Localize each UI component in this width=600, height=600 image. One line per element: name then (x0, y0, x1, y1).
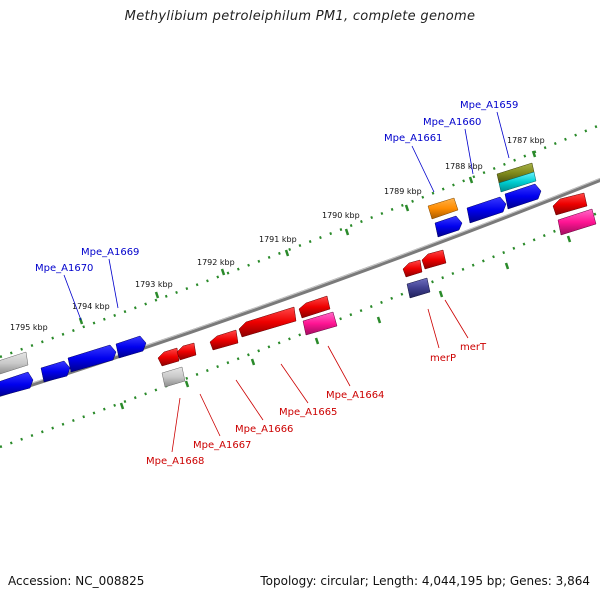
inner-ruler (0, 210, 600, 449)
gene-label-mpe-a1668[interactable]: Mpe_A1668 (146, 456, 204, 467)
ruler-label-1790: 1790 kbp (322, 211, 360, 220)
gene-arrow-mpe-a1659[interactable] (504, 183, 542, 210)
gene-label-mpe-a1669[interactable]: Mpe_A1669 (81, 247, 139, 258)
accession-text: Accession: NC_008825 (8, 574, 145, 588)
ruler-label-1791: 1791 kbp (259, 235, 297, 244)
gene-arrow-mpe-a1670[interactable] (67, 344, 117, 373)
gene-arrow-right-red[interactable] (552, 192, 588, 216)
gene-arrow-mpe-a1661-orange[interactable] (427, 197, 459, 220)
gene-arrow-mpe-a1664-red[interactable] (298, 295, 331, 319)
ruler-label-1793: 1793 kbp (135, 280, 173, 289)
gene-label-merp[interactable]: merP (430, 353, 456, 364)
gene-label-mpe-a1664[interactable]: Mpe_A1664 (326, 390, 384, 401)
gene-arrow-mpe-a1666[interactable] (209, 329, 239, 351)
ruler-labels: 1787 kbp 1788 kbp 1789 kbp 1790 kbp 1791… (10, 136, 545, 332)
gene-arrow-mpe-a1671[interactable] (40, 360, 71, 383)
gene-label-mert[interactable]: merT (460, 342, 487, 353)
forward-label-leaders (63, 111, 510, 321)
gene-arrow-mpe-a1660[interactable] (466, 196, 507, 224)
gene-arrow-mert[interactable] (421, 249, 447, 270)
gene-label-mpe-a1665[interactable]: Mpe_A1665 (279, 407, 337, 418)
gene-arrow-mpe-a1661[interactable] (434, 215, 463, 238)
gene-label-mpe-a1659[interactable]: Mpe_A1659 (460, 100, 518, 111)
gene-label-mpe-a1670[interactable]: Mpe_A1670 (35, 263, 93, 274)
ruler-label-1787: 1787 kbp (507, 136, 545, 145)
gene-arrow-mpe-a1668[interactable] (157, 347, 180, 367)
gene-arrow-merp[interactable] (402, 259, 423, 278)
reverse-gene-labels: Mpe_A1664 Mpe_A1665 Mpe_A1666 Mpe_A1667 … (146, 342, 487, 467)
gene-arrow-left-edge[interactable] (0, 371, 34, 397)
gene-label-mpe-a1667[interactable]: Mpe_A1667 (193, 440, 251, 451)
gene-label-mpe-a1660[interactable]: Mpe_A1660 (423, 117, 481, 128)
ruler-label-1794: 1794 kbp (72, 302, 110, 311)
gene-arrow-navy[interactable] (406, 277, 431, 299)
reverse-label-leaders (171, 299, 469, 453)
gene-label-mpe-a1666[interactable]: Mpe_A1666 (235, 424, 293, 435)
gene-arrow-mpe-a1659-cyan[interactable] (498, 171, 537, 193)
gene-arrow-mpe-a1669[interactable] (115, 335, 147, 359)
gene-arrow-mpe-a1668-gray[interactable] (161, 366, 186, 388)
map-title: Methylibium petroleiphilum PM1, complete… (124, 9, 476, 24)
gene-arrow-mpe-a1664[interactable] (302, 311, 338, 336)
forward-gene-labels: Mpe_A1659 Mpe_A1660 Mpe_A1661 Mpe_A1669 … (35, 100, 518, 274)
ruler-label-1788: 1788 kbp (445, 162, 483, 171)
reverse-genes[interactable] (157, 192, 597, 388)
genome-summary-text: Topology: circular; Length: 4,044,195 bp… (260, 574, 590, 588)
ruler-label-1792: 1792 kbp (197, 258, 235, 267)
gene-arrow-gray-left[interactable] (0, 351, 29, 375)
forward-genes[interactable] (0, 162, 542, 397)
gene-arrow-mpe-a1667[interactable] (176, 342, 197, 361)
gene-arrow-mpe-a1665[interactable] (238, 306, 297, 338)
outer-ruler (0, 123, 600, 359)
gene-arrow-right-pink[interactable] (557, 208, 597, 236)
gene-label-mpe-a1661[interactable]: Mpe_A1661 (384, 133, 442, 144)
ruler-label-1795: 1795 kbp (10, 323, 48, 332)
ruler-label-1789: 1789 kbp (384, 187, 422, 196)
